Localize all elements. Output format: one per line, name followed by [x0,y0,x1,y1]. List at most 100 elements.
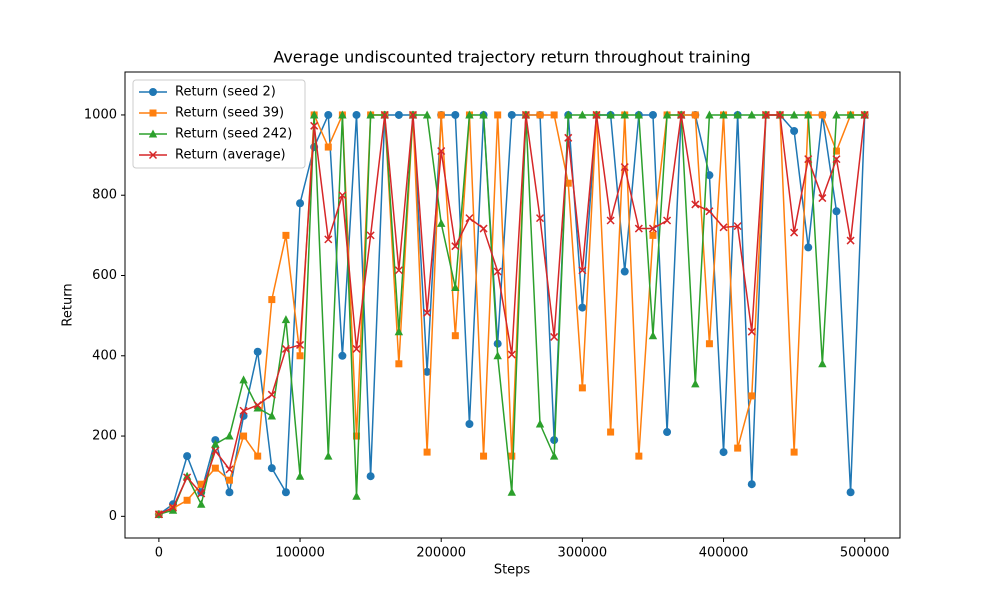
marker [564,179,572,187]
marker [818,111,826,119]
marker [607,428,615,436]
x-tick-label: 200000 [416,546,466,561]
y-tick-label: 0 [109,509,117,524]
marker [705,207,714,216]
marker [395,360,403,368]
marker [790,228,799,237]
marker [719,110,728,119]
marker [508,452,516,460]
marker [437,218,446,227]
marker [338,351,347,360]
marker [790,127,799,136]
marker [804,155,813,164]
legend-label: Return (seed 39) [175,106,284,121]
marker [578,266,587,275]
marker [578,303,587,312]
marker [211,464,219,472]
marker [296,199,305,208]
marker [620,163,629,172]
marker [423,367,432,376]
marker [832,155,841,164]
marker [747,110,756,119]
marker [338,191,347,200]
marker [183,473,192,482]
marker [324,110,333,119]
marker [493,351,502,360]
marker [423,308,432,317]
marker [225,431,234,440]
y-tick-label: 400 [92,348,117,363]
marker [239,375,248,384]
marker [267,464,276,473]
legend-label: Return (seed 242) [175,127,292,142]
marker [789,110,799,119]
marker [705,171,714,180]
marker [281,344,290,353]
marker [253,347,262,356]
marker [549,451,559,460]
marker [352,110,361,119]
marker [197,499,206,508]
marker [649,231,657,239]
marker [240,432,248,440]
y-tick-label: 800 [92,188,117,203]
marker [747,480,756,489]
marker [225,476,233,484]
marker [479,110,488,119]
marker [507,350,516,359]
marker [748,392,756,400]
marker [353,432,361,440]
y-tick-label: 1000 [84,107,117,122]
marker [832,110,841,119]
marker [761,110,770,119]
marker [677,110,686,119]
marker [818,194,827,203]
y-tick-label: 200 [92,429,117,444]
marker [620,267,629,276]
marker [451,332,459,340]
marker [535,419,545,428]
marker [578,110,587,119]
x-tick-label: 300000 [558,546,608,561]
marker [578,384,586,392]
marker [719,448,728,457]
marker [465,110,474,119]
marker [182,471,192,480]
marker [832,147,840,155]
marker [183,496,191,504]
marker [832,207,841,216]
marker [734,444,742,452]
marker [691,200,700,209]
marker [197,489,206,498]
marker [804,110,813,119]
marker [691,111,699,119]
marker [535,214,545,223]
legend-box [132,79,306,169]
legend-label: Return (seed 2) [175,85,276,100]
marker [494,111,502,119]
marker [310,121,319,130]
marker [309,110,319,119]
marker [635,452,643,460]
marker [380,110,389,119]
marker [267,390,276,399]
marker [606,110,615,119]
y-axis-label: Return [61,283,76,326]
marker [296,352,304,360]
marker [148,129,158,138]
x-tick-label: 400000 [699,546,749,561]
marker [324,451,333,460]
marker [846,488,855,497]
marker [437,147,446,156]
marker [733,110,742,119]
x-tick-label: 500000 [840,546,890,561]
marker [422,110,432,119]
x-tick-label: 100000 [275,546,325,561]
marker [480,452,488,460]
marker [168,505,178,514]
plot-area [154,110,869,519]
marker [662,110,672,119]
marker [366,110,375,119]
marker [818,359,827,368]
